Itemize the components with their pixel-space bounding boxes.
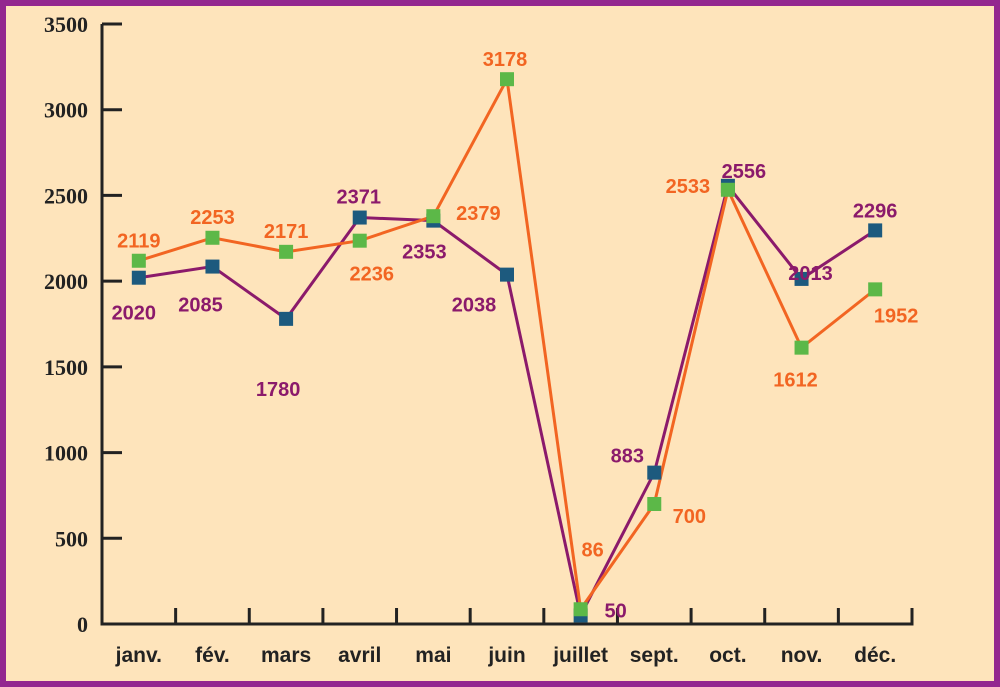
data-point-marker (131, 270, 146, 285)
data-label: 1780 (256, 379, 301, 401)
data-label: 2038 (452, 295, 497, 317)
y-tick-label: 500 (55, 526, 88, 551)
data-label: 700 (673, 506, 706, 528)
data-label: 2013 (788, 263, 833, 285)
data-point-marker (868, 282, 883, 297)
data-point-marker (573, 602, 588, 617)
x-tick-label: déc. (854, 644, 896, 667)
y-tick-label: 1500 (44, 355, 88, 380)
y-tick-label: 3500 (44, 12, 88, 37)
data-point-marker (868, 223, 883, 238)
y-tick-label: 2500 (44, 183, 88, 208)
x-tick-label: juillet (552, 644, 608, 667)
data-point-marker (647, 497, 662, 511)
x-tick-label: sept. (630, 644, 679, 667)
data-point-marker (279, 311, 294, 326)
x-tick-label: janv. (115, 644, 162, 667)
data-label: 2119 (117, 231, 160, 253)
x-tick-label: mars (261, 644, 311, 667)
data-label: 2171 (264, 221, 309, 243)
data-point-marker (647, 465, 662, 480)
data-point-marker (426, 209, 441, 224)
data-label: 2556 (722, 161, 767, 183)
data-label: 2020 (112, 303, 157, 325)
data-label: 2296 (853, 200, 898, 222)
data-point-marker (794, 340, 809, 355)
data-label: 1612 (773, 370, 818, 392)
series-line-1 (138, 182, 877, 620)
data-label: 2533 (666, 176, 711, 198)
data-label: 883 (611, 446, 644, 468)
data-label: 2371 (336, 187, 381, 209)
data-point-marker (720, 182, 735, 197)
y-tick-label: 1000 (44, 441, 88, 466)
x-tick-label: fév. (195, 644, 230, 667)
data-label: 86 (582, 539, 604, 561)
data-label: 3178 (483, 49, 528, 71)
data-point-marker (500, 267, 514, 282)
data-label: 2236 (349, 264, 394, 286)
data-label: 2085 (178, 295, 223, 317)
x-tick-label: mai (415, 644, 451, 667)
data-point-marker (131, 253, 146, 268)
data-label: 1952 (874, 305, 919, 327)
y-tick-label: 2000 (44, 269, 88, 294)
x-tick-label: avril (338, 644, 381, 667)
data-point-marker (352, 210, 367, 225)
data-point-marker (500, 72, 514, 87)
y-tick-label: 3000 (44, 98, 88, 123)
x-tick-label: nov. (781, 644, 823, 667)
data-label: 2353 (402, 242, 447, 264)
x-tick-label: juin (487, 644, 525, 667)
data-point-marker (279, 244, 294, 259)
x-tick-label: oct. (709, 644, 746, 667)
data-point-marker (205, 230, 220, 245)
data-label: 2379 (456, 203, 501, 225)
data-label: 50 (605, 600, 627, 622)
data-point-marker (205, 259, 220, 274)
data-point-marker (794, 271, 809, 286)
data-point-marker (352, 233, 367, 248)
y-tick-label: 0 (77, 612, 88, 637)
data-label: 2253 (190, 207, 235, 229)
series-line-0 (138, 74, 877, 614)
